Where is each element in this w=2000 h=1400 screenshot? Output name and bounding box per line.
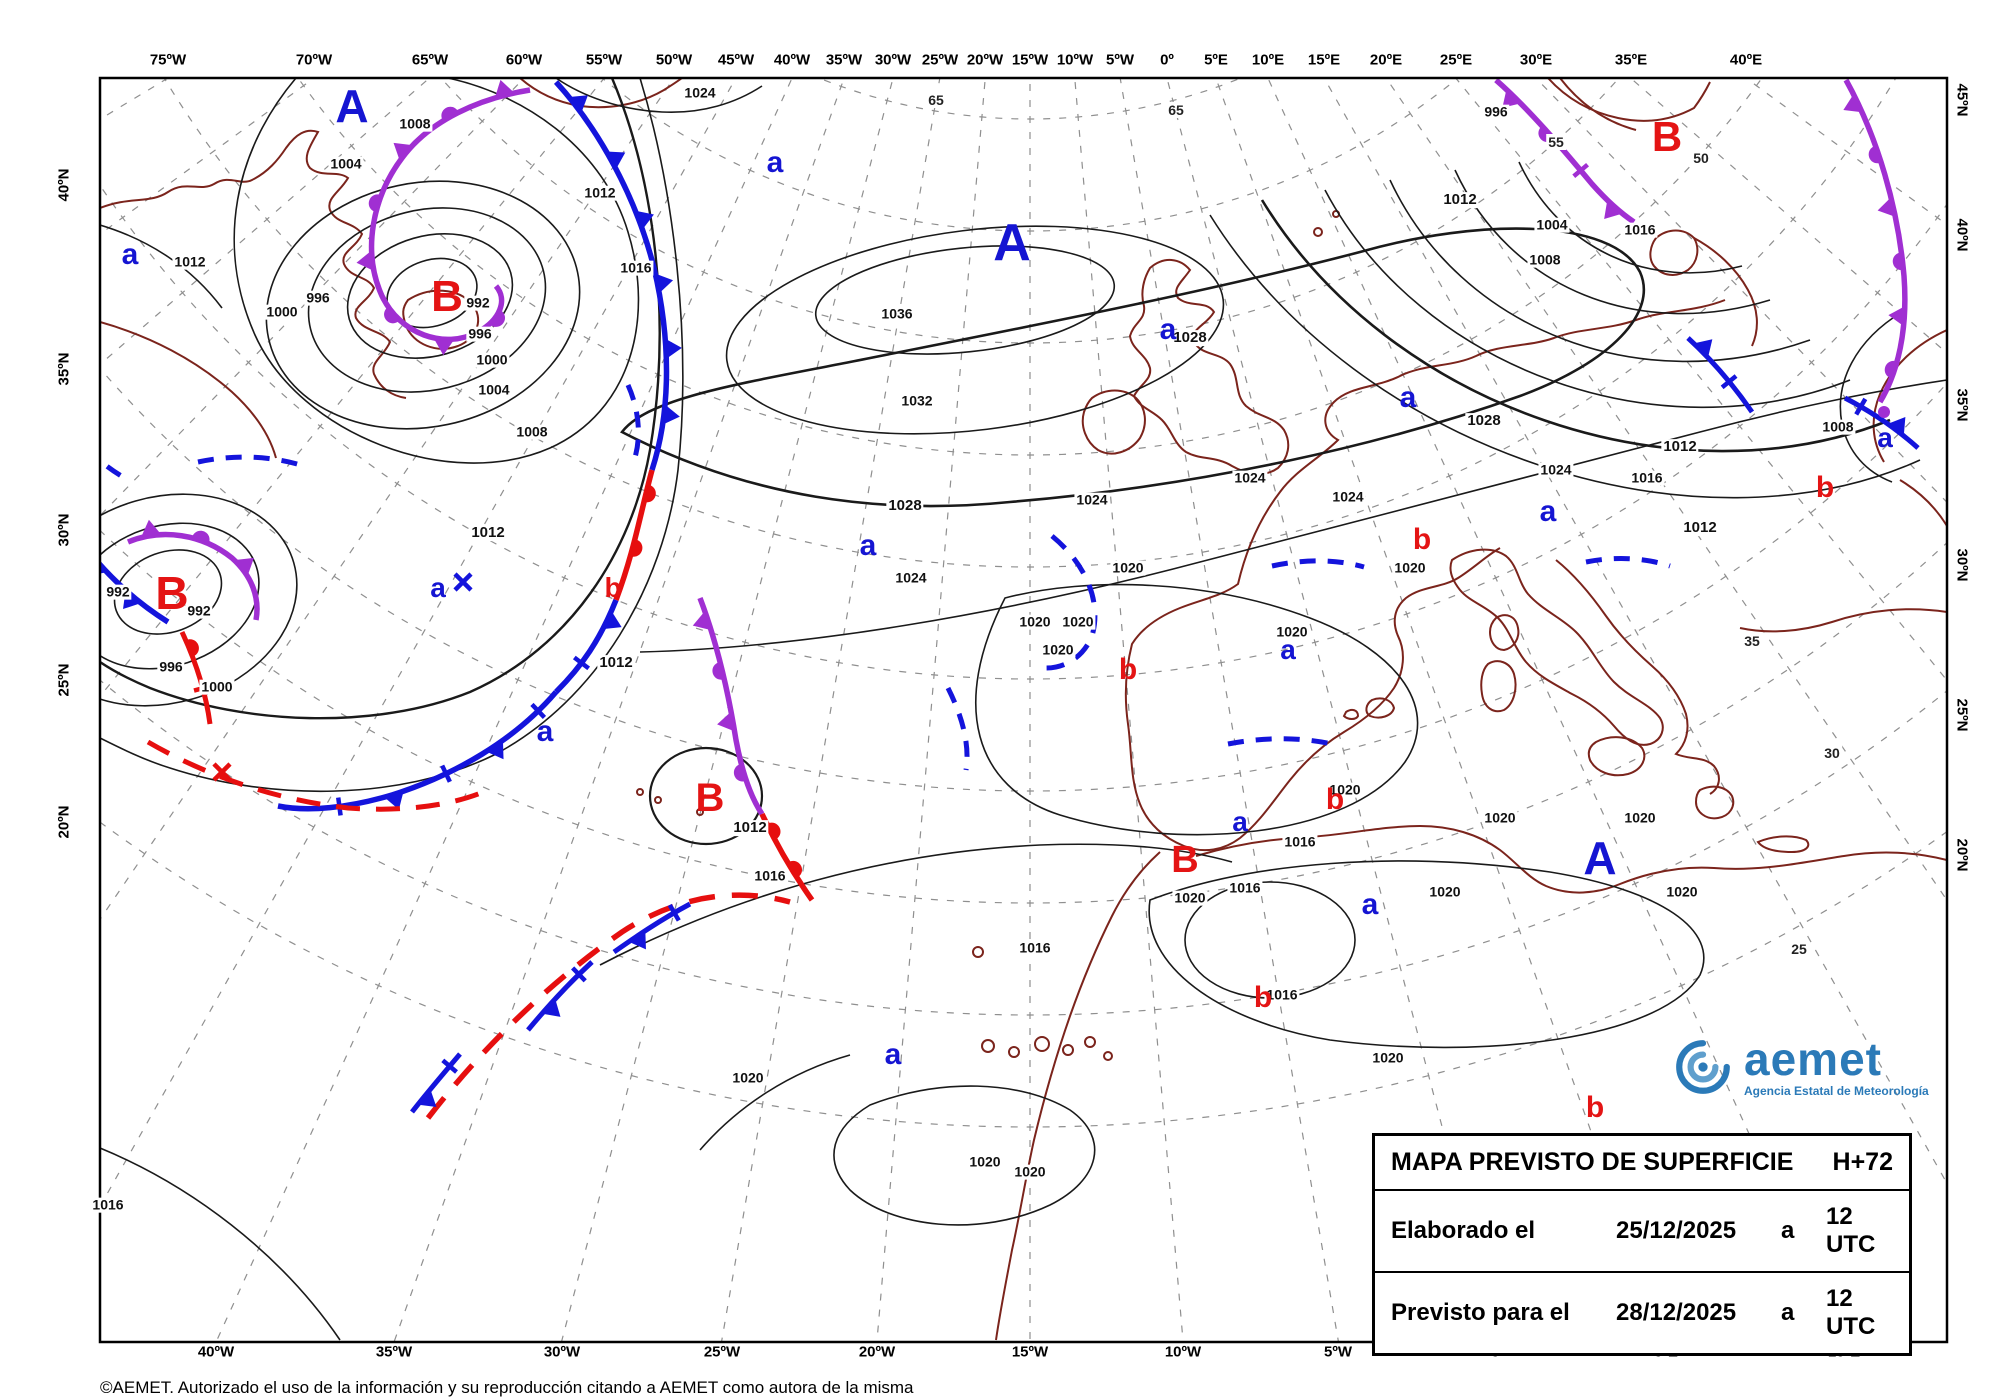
info-forecast-time: 12 UTC [1826, 1285, 1876, 1340]
occluded-front-west-low [126, 531, 260, 621]
trough-blue-8 [1585, 556, 1671, 569]
info-elaborated-label: Elaborado el [1391, 1217, 1536, 1244]
info-box-title-row: MAPA PREVISTO DE SUPERFICIE H+72 [1375, 1136, 1909, 1189]
forecast-info-box: MAPA PREVISTO DE SUPERFICIE H+72 Elabora… [1372, 1133, 1912, 1356]
map-frame [98, 76, 1949, 1344]
coastlines [100, 78, 1947, 1341]
info-box-forecast-row: Previsto para el 28/12/2025 a 12 UTC [1375, 1271, 1909, 1353]
trough-blue-7 [1271, 558, 1365, 570]
trough-blue-3 [197, 454, 305, 469]
info-box-elaborated-row: Elaborado el 25/12/2025 a 12 UTC [1375, 1189, 1909, 1271]
occluded-front-central [697, 597, 765, 816]
aemet-logo: aemet Agencia Estatal de Meteorología [1672, 1036, 1929, 1098]
cold-front-mid-atlantic [554, 598, 619, 694]
occluded-dot-symbol [1878, 406, 1890, 418]
warm-front-frontolysis-west [179, 630, 213, 725]
aemet-logo-name: aemet [1744, 1033, 1882, 1085]
trough-red-2 [425, 892, 791, 1120]
trough-blue-5 [945, 686, 970, 771]
trough-blue-4 [1045, 534, 1098, 671]
front-cross-symbol [212, 762, 232, 782]
info-a-label: a [1781, 1217, 1795, 1244]
info-forecast-date: 28/12/2025 [1616, 1299, 1737, 1326]
info-horizon: H+72 [1832, 1148, 1893, 1176]
trough-blue-6 [1227, 736, 1333, 747]
occluded-front-far-east [1843, 78, 1908, 404]
cold-front-atlantic [553, 80, 670, 471]
info-elaborated-date: 25/12/2025 [1616, 1217, 1737, 1244]
aemet-swirl-icon [1676, 1040, 1730, 1094]
info-forecast-label: Previsto para el [1391, 1299, 1570, 1326]
trough-blue-2 [100, 457, 130, 483]
copyright-text: ©AEMET. Autorizado el uso de la informac… [100, 1378, 914, 1397]
cold-front-west-low [100, 560, 170, 625]
front-cross-symbol [453, 572, 473, 592]
aemet-logo-tagline: Agencia Estatal de Meteorología [1744, 1084, 1929, 1098]
info-title: MAPA PREVISTO DE SUPERFICIE [1391, 1148, 1794, 1176]
warm-front-mid-atlantic [613, 469, 655, 601]
aemet-logo-text: aemet Agencia Estatal de Meteorología [1744, 1036, 1929, 1098]
cold-front-frontolysis-sw [277, 690, 559, 812]
trough-red-1 [146, 739, 490, 812]
info-a-label-2: a [1781, 1299, 1795, 1326]
frontolysis-blue-4 [1686, 336, 1755, 414]
trough-blue-1 [625, 383, 641, 467]
info-elaborated-time: 12 UTC [1826, 1203, 1876, 1258]
